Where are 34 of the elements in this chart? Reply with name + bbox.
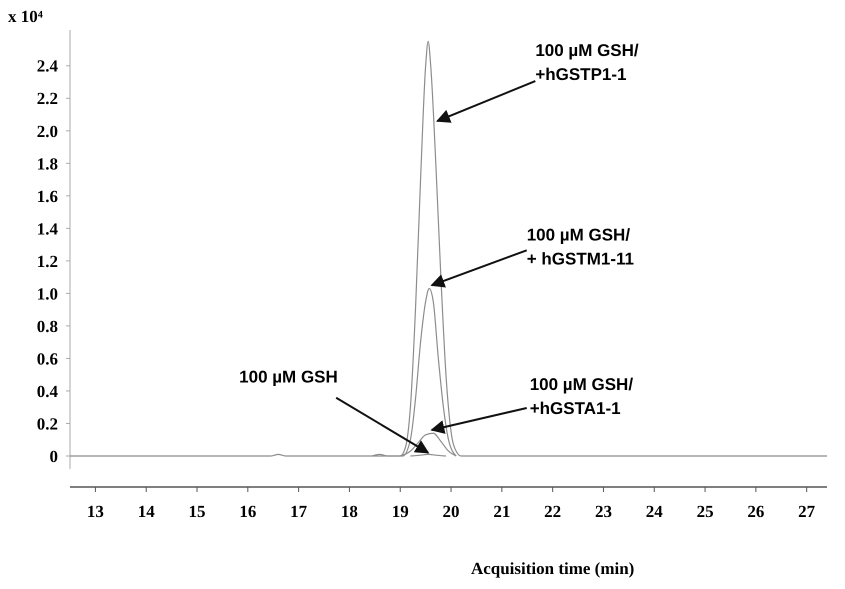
x-tick-label: 16 (239, 502, 256, 521)
x-tick-label: 27 (798, 502, 816, 521)
annotation: 100 µM GSH/ + hGSTM1-11 (526, 225, 634, 268)
x-tick-label: 22 (544, 502, 562, 521)
y-tick-label: 0.2 (36, 414, 58, 434)
x-tick-label: 19 (392, 502, 409, 521)
x-tick-label: 15 (188, 502, 206, 521)
y-tick-label: 0.8 (36, 316, 58, 336)
y-tick-label: 1.2 (36, 252, 58, 271)
x-axis-title: Acquisition time (min) (470, 559, 634, 578)
annotation: 100 µM GSH/ +hGSTP1-1 (535, 41, 639, 84)
y-tick-label: 0.6 (36, 349, 58, 368)
y-tick-label: 2.0 (36, 122, 58, 141)
y-tick-label: 1.0 (36, 284, 58, 304)
x-tick-label: 17 (290, 502, 308, 521)
x-tick-label: 18 (340, 502, 358, 521)
y-tick-label: 2.2 (36, 89, 58, 108)
x-tick-label: 13 (86, 502, 104, 521)
y-tick-label: 1.4 (36, 219, 58, 238)
y-tick-label: 1.8 (36, 154, 58, 174)
annotation: 100 µM GSH/ +hGSTA1-1 (530, 374, 634, 418)
y-tick-label: 2.4 (36, 56, 58, 76)
x-tick-label: 23 (594, 502, 612, 521)
x-tick-label: 21 (493, 502, 510, 521)
x-tick-label: 20 (442, 502, 460, 521)
x-tick-label: 24 (646, 502, 664, 521)
x-tick-label: 25 (696, 502, 714, 521)
y-tick-label: 1.6 (36, 186, 58, 206)
x-tick-label: 14 (138, 502, 156, 521)
y-tick-label: 0.4 (36, 382, 58, 401)
x-tick-label: 26 (747, 502, 764, 521)
y-tick-label: 0 (50, 446, 58, 466)
y-axis-title: x 10⁴ (8, 7, 43, 26)
annotation: 100 µM GSH (239, 368, 338, 387)
